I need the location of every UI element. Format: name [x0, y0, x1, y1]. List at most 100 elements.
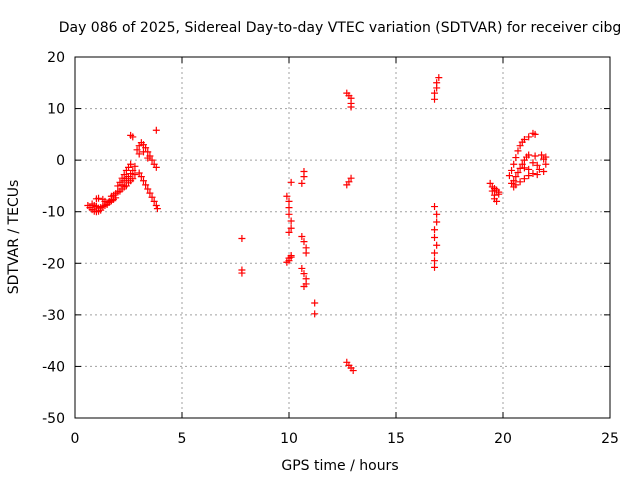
data-point [311, 299, 319, 307]
data-point [146, 189, 154, 197]
data-point [129, 175, 137, 183]
data-point [525, 133, 533, 141]
y-tick-label: -10 [42, 205, 65, 221]
data-point [508, 166, 516, 174]
axis-ticks: 0 5 10 15 20 25 -50 -40 -30 -20 -10 0 10 20 [42, 50, 619, 447]
data-points [84, 74, 550, 375]
data-point [114, 182, 122, 190]
data-point [433, 79, 441, 87]
data-point [298, 179, 306, 187]
data-point [542, 153, 550, 161]
y-tick-label: 10 [47, 102, 65, 118]
y-tick-label: -20 [42, 256, 65, 272]
x-tick-label: 15 [387, 431, 405, 447]
data-point [285, 204, 293, 212]
data-point [431, 234, 439, 241]
data-point [139, 177, 147, 185]
y-tick-label: -40 [42, 359, 65, 375]
x-tick-label: 10 [280, 431, 298, 447]
data-point [152, 163, 160, 171]
data-point [137, 173, 145, 181]
data-point [525, 151, 533, 159]
data-point [144, 185, 152, 193]
data-point [300, 167, 308, 175]
data-point [514, 147, 522, 155]
data-point [349, 367, 357, 375]
data-point [433, 241, 441, 249]
data-point [127, 160, 135, 168]
data-point [540, 167, 548, 175]
data-point [516, 142, 524, 150]
data-point [285, 197, 293, 205]
x-tick-label: 25 [601, 431, 619, 447]
data-point [120, 171, 128, 179]
grid [75, 57, 610, 418]
data-point [512, 154, 520, 162]
data-point [512, 181, 520, 189]
data-point [520, 175, 528, 183]
data-point [486, 179, 494, 187]
data-point [118, 181, 126, 189]
data-point [505, 172, 513, 180]
data-point [285, 228, 293, 236]
data-point [431, 203, 439, 211]
data-point [538, 151, 546, 159]
data-point [285, 210, 293, 218]
data-point [431, 257, 439, 265]
data-point [139, 148, 147, 156]
data-point [529, 170, 537, 178]
data-point [510, 177, 518, 185]
data-point [148, 156, 156, 164]
data-point [347, 103, 355, 111]
data-point [431, 263, 439, 271]
data-point [152, 126, 160, 134]
data-point [431, 226, 439, 234]
data-point [298, 264, 306, 272]
data-point [287, 224, 295, 232]
data-point [520, 164, 528, 172]
data-point [285, 254, 293, 262]
data-point [514, 169, 522, 177]
data-point [238, 269, 246, 277]
data-point [516, 178, 524, 186]
data-point [298, 232, 306, 240]
data-point [300, 270, 308, 278]
data-point [531, 152, 539, 160]
data-point [129, 133, 137, 141]
data-point [311, 310, 319, 318]
data-point [510, 160, 518, 168]
data-point [144, 154, 152, 162]
data-point [300, 238, 308, 246]
data-point [512, 173, 520, 181]
y-tick-label: 0 [56, 153, 65, 169]
data-point [529, 159, 537, 167]
data-point [347, 174, 355, 182]
data-point [135, 150, 143, 158]
data-point [433, 218, 441, 226]
data-point [431, 249, 439, 257]
data-point [520, 136, 528, 144]
data-point [433, 210, 441, 218]
y-tick-label: 20 [47, 50, 65, 66]
data-point [152, 202, 160, 210]
x-tick-label: 5 [178, 431, 187, 447]
data-point [525, 165, 533, 173]
x-tick-label: 0 [71, 431, 80, 447]
data-point [133, 146, 141, 154]
data-point [525, 172, 533, 180]
data-point [431, 89, 439, 97]
data-point [283, 258, 291, 266]
chart-title: Day 086 of 2025, Sidereal Day-to-day VTE… [59, 20, 622, 36]
data-point [135, 169, 143, 177]
data-point [345, 178, 353, 186]
data-point [493, 197, 501, 205]
data-point [495, 190, 503, 198]
y-tick-label: -50 [42, 411, 65, 427]
data-point [531, 130, 539, 138]
data-point [142, 144, 150, 152]
data-point [435, 74, 443, 82]
x-tick-label: 20 [494, 431, 512, 447]
data-point [518, 160, 526, 168]
data-point [542, 160, 550, 168]
